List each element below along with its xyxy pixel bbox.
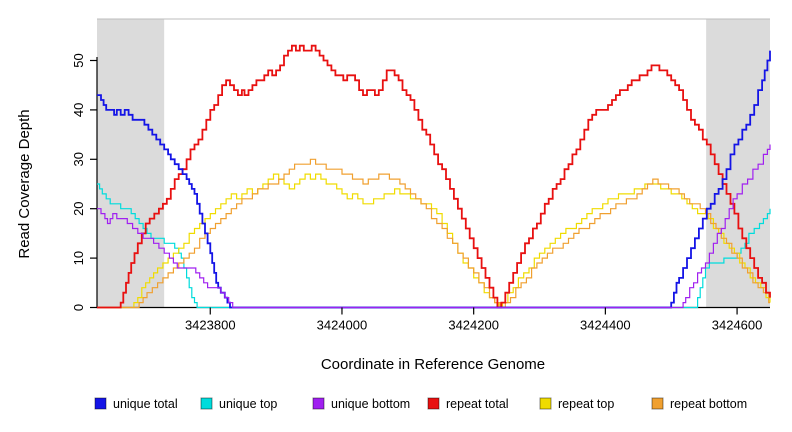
y-tick-label: 10 <box>71 251 86 265</box>
y-axis-title: Read Coverage Depth <box>16 109 33 258</box>
y-tick-label: 50 <box>71 53 86 67</box>
legend-swatch <box>539 397 552 410</box>
legend-item-repeat-total: repeat total <box>427 397 509 411</box>
legend-label: unique bottom <box>331 397 410 411</box>
legend-label: repeat total <box>446 397 509 411</box>
x-tick-label: 3423800 <box>185 318 236 333</box>
series-line-unique-bottom <box>97 144 771 309</box>
legend: unique total unique top unique bottom repea… <box>94 397 747 411</box>
legend-swatch <box>94 397 107 410</box>
x-tick-label: 3424400 <box>580 318 631 333</box>
shaded-flank-regions <box>97 19 770 308</box>
axes <box>96 18 770 309</box>
series-line-repeat-bottom <box>97 158 770 309</box>
y-tick-label: 30 <box>71 152 86 166</box>
x-tick-label: 3424200 <box>448 318 499 333</box>
y-tick-label: 20 <box>71 201 86 215</box>
x-axis-title: Coordinate in Reference Genome <box>321 356 545 373</box>
series-line-unique-total <box>97 50 771 309</box>
legend-label: unique total <box>113 397 178 411</box>
x-tick-label: 3424600 <box>712 318 763 333</box>
y-tick-label: 0 <box>71 304 86 311</box>
y-tick-label: 40 <box>71 103 86 117</box>
legend-label: repeat bottom <box>670 397 747 411</box>
legend-item-unique-top: unique top <box>200 397 277 411</box>
legend-swatch <box>312 397 325 410</box>
series-line-repeat-total <box>97 44 771 309</box>
legend-item-unique-total: unique total <box>94 397 178 411</box>
series-line-unique-top <box>97 183 771 309</box>
tick-labels: 3423800 3424000 3424200 3424400 3424600 0 10 20… <box>71 53 762 332</box>
legend-label: repeat top <box>558 397 614 411</box>
legend-item-unique-bottom: unique bottom <box>312 397 410 411</box>
x-tick-label: 3424000 <box>317 318 368 333</box>
legend-swatch <box>200 397 213 410</box>
legend-label: unique top <box>219 397 277 411</box>
left-flank-shading <box>97 19 165 308</box>
legend-swatch <box>651 397 664 410</box>
data-series <box>97 44 771 309</box>
legend-item-repeat-bottom: repeat bottom <box>651 397 747 411</box>
legend-swatch <box>427 397 440 410</box>
legend-item-repeat-top: repeat top <box>539 397 614 411</box>
series-line-repeat-top <box>97 173 771 309</box>
